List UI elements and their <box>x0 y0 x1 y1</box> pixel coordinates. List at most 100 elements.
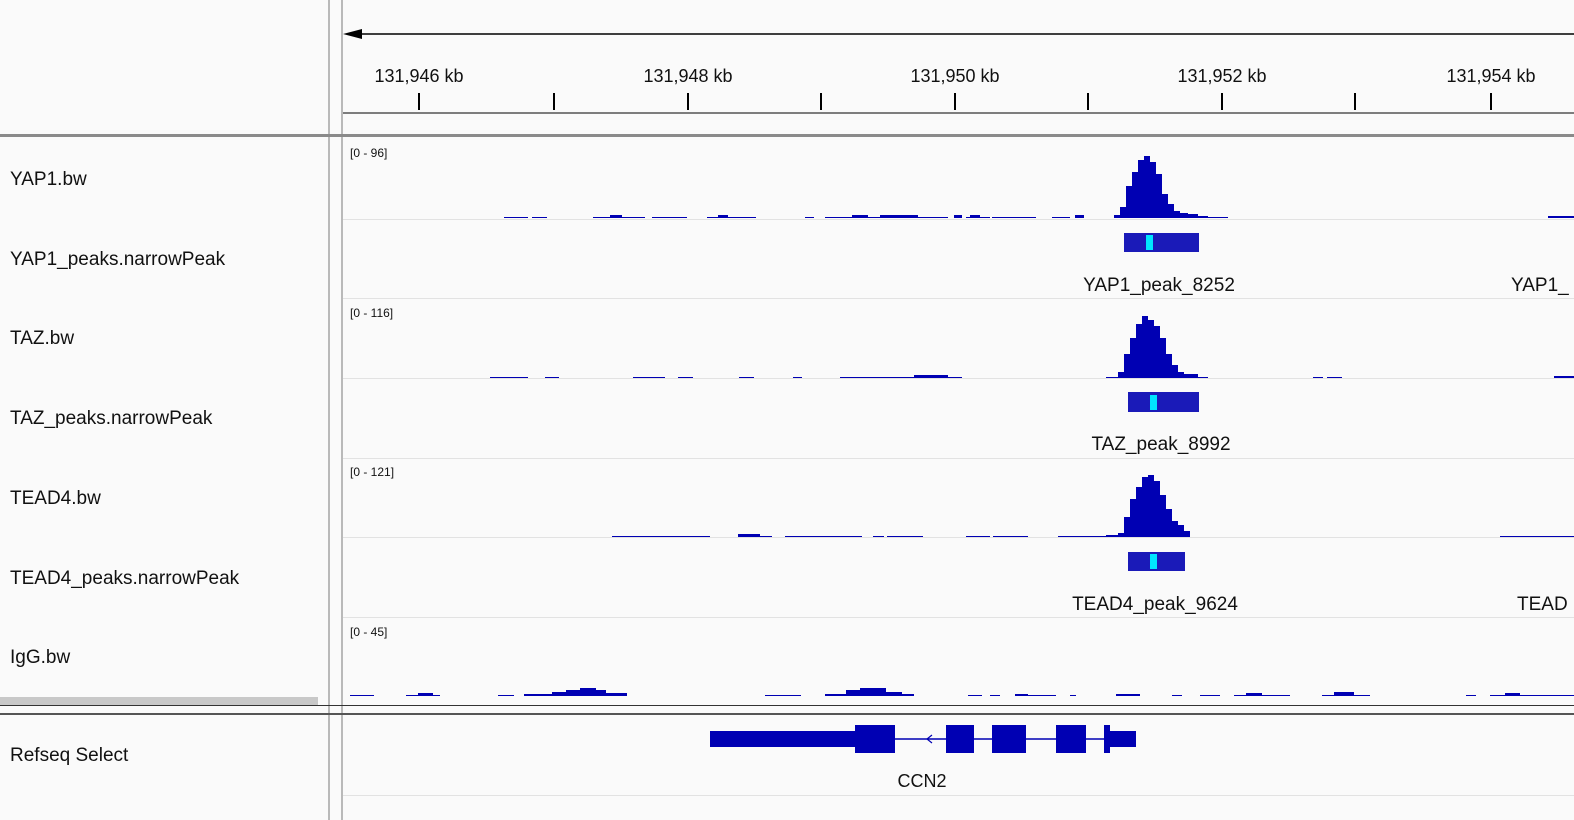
signal-noise <box>880 215 890 218</box>
signal-bar <box>1160 495 1166 537</box>
signal-noise <box>1262 695 1290 696</box>
signal-bar <box>1118 533 1124 537</box>
signal-bar <box>1162 194 1168 218</box>
signal-noise <box>1052 217 1070 218</box>
track-separator <box>343 219 1574 220</box>
signal-bar <box>1184 374 1198 378</box>
track-name-yap1-peaks[interactable]: YAP1_peaks.narrowPeak <box>10 249 226 270</box>
signal-bar <box>1136 487 1142 537</box>
track-name-taz-peaks[interactable]: TAZ_peaks.narrowPeak <box>10 408 213 429</box>
signal-noise <box>840 377 884 378</box>
track-name-tead4-bw[interactable]: TEAD4.bw <box>10 488 101 509</box>
signal-noise <box>1520 695 1574 696</box>
peak-tead4-feature[interactable] <box>1128 552 1185 571</box>
signal-noise <box>552 692 566 696</box>
track-name-tead4-peaks[interactable]: TEAD4_peaks.narrowPeak <box>10 568 240 589</box>
gene-exon <box>992 725 1026 753</box>
signal-noise <box>1070 695 1076 696</box>
signal-bar <box>1188 214 1198 218</box>
signal-bar <box>1160 338 1166 378</box>
feature-separator-top <box>0 705 1574 706</box>
signal-bar <box>1126 186 1132 218</box>
gene-label-ccn2[interactable]: CCN2 <box>897 771 947 791</box>
signal-noise <box>738 534 760 537</box>
signal-noise <box>498 695 514 696</box>
signal-bar <box>1208 217 1228 218</box>
signal-noise <box>596 690 606 696</box>
peak-label-tead4-partial: TEAD <box>1517 594 1568 615</box>
signal-noise <box>785 536 862 537</box>
signal-taz-bw <box>490 316 1574 378</box>
track-name-yap1-bw[interactable]: YAP1.bw <box>10 169 87 190</box>
signal-igg-bw <box>350 688 1574 696</box>
signal-noise <box>406 695 418 696</box>
signal-noise <box>884 377 914 378</box>
signal-bar <box>1148 475 1154 537</box>
signal-noise <box>968 695 982 696</box>
signal-noise <box>633 377 665 378</box>
signal-noise <box>622 217 645 218</box>
signal-bar <box>1172 365 1178 378</box>
signal-bar <box>1124 517 1130 537</box>
track-name-igg-bw[interactable]: IgG.bw <box>10 647 71 668</box>
signal-noise <box>860 688 886 696</box>
signal-noise <box>728 217 756 218</box>
peak-taz-feature[interactable] <box>1128 392 1199 412</box>
gene-ccn2-model[interactable] <box>710 725 1136 753</box>
signal-noise <box>887 536 923 537</box>
ruler-tick-label: 131,954 kb <box>1446 66 1536 86</box>
horizontal-scrollbar[interactable] <box>0 697 318 705</box>
name-panel-divider[interactable] <box>328 0 330 820</box>
peak-summit <box>1150 554 1157 569</box>
signal-noise <box>504 217 528 218</box>
track-separator <box>343 617 1574 618</box>
signal-noise <box>1246 693 1262 696</box>
signal-noise <box>846 690 860 696</box>
signal-noise <box>1354 695 1370 696</box>
peak-yap1-feature[interactable] <box>1124 233 1199 252</box>
signal-noise <box>532 217 547 218</box>
signal-noise <box>1200 695 1220 696</box>
signal-noise <box>707 217 718 218</box>
signal-noise <box>678 377 693 378</box>
signal-noise <box>918 217 948 218</box>
signal-bar <box>1144 156 1150 218</box>
peak-summit <box>1146 235 1153 250</box>
signal-noise <box>1554 376 1574 378</box>
signal-noise <box>970 215 980 218</box>
signal-noise <box>566 690 580 696</box>
track-separator <box>343 378 1574 379</box>
signal-noise <box>948 377 962 378</box>
signal-noise <box>852 215 868 218</box>
signal-noise <box>610 215 622 218</box>
ruler-ticks <box>418 93 1492 110</box>
track-name-taz-bw[interactable]: TAZ.bw <box>10 328 75 349</box>
data-range-tead4: [0 - 121] <box>350 465 395 479</box>
ruler-separator <box>0 134 1574 137</box>
signal-noise <box>1500 536 1574 537</box>
track-separator <box>343 795 1574 796</box>
signal-noise <box>1313 377 1323 378</box>
signal-noise <box>718 215 728 218</box>
signal-bar <box>1172 521 1178 537</box>
gene-exon <box>1056 725 1086 753</box>
signal-bar <box>1166 354 1172 378</box>
signal-bar <box>1180 213 1188 218</box>
signal-noise <box>873 536 884 537</box>
signal-noise <box>793 377 802 378</box>
signal-noise <box>805 217 814 218</box>
signal-bar <box>1130 499 1136 537</box>
peak-body <box>1128 392 1199 412</box>
signal-bar <box>1138 160 1144 218</box>
signal-tead4-bw <box>612 475 1574 537</box>
signal-bar <box>1156 174 1162 218</box>
signal-noise <box>825 217 852 218</box>
track-name-refseq[interactable]: Refseq Select <box>10 745 129 766</box>
signal-noise <box>1106 535 1118 537</box>
signal-bar <box>1136 324 1142 378</box>
signal-bar <box>1148 320 1154 378</box>
signal-bar <box>1130 338 1136 378</box>
strand-arrow-icon <box>926 734 933 744</box>
signal-noise <box>993 536 1028 537</box>
